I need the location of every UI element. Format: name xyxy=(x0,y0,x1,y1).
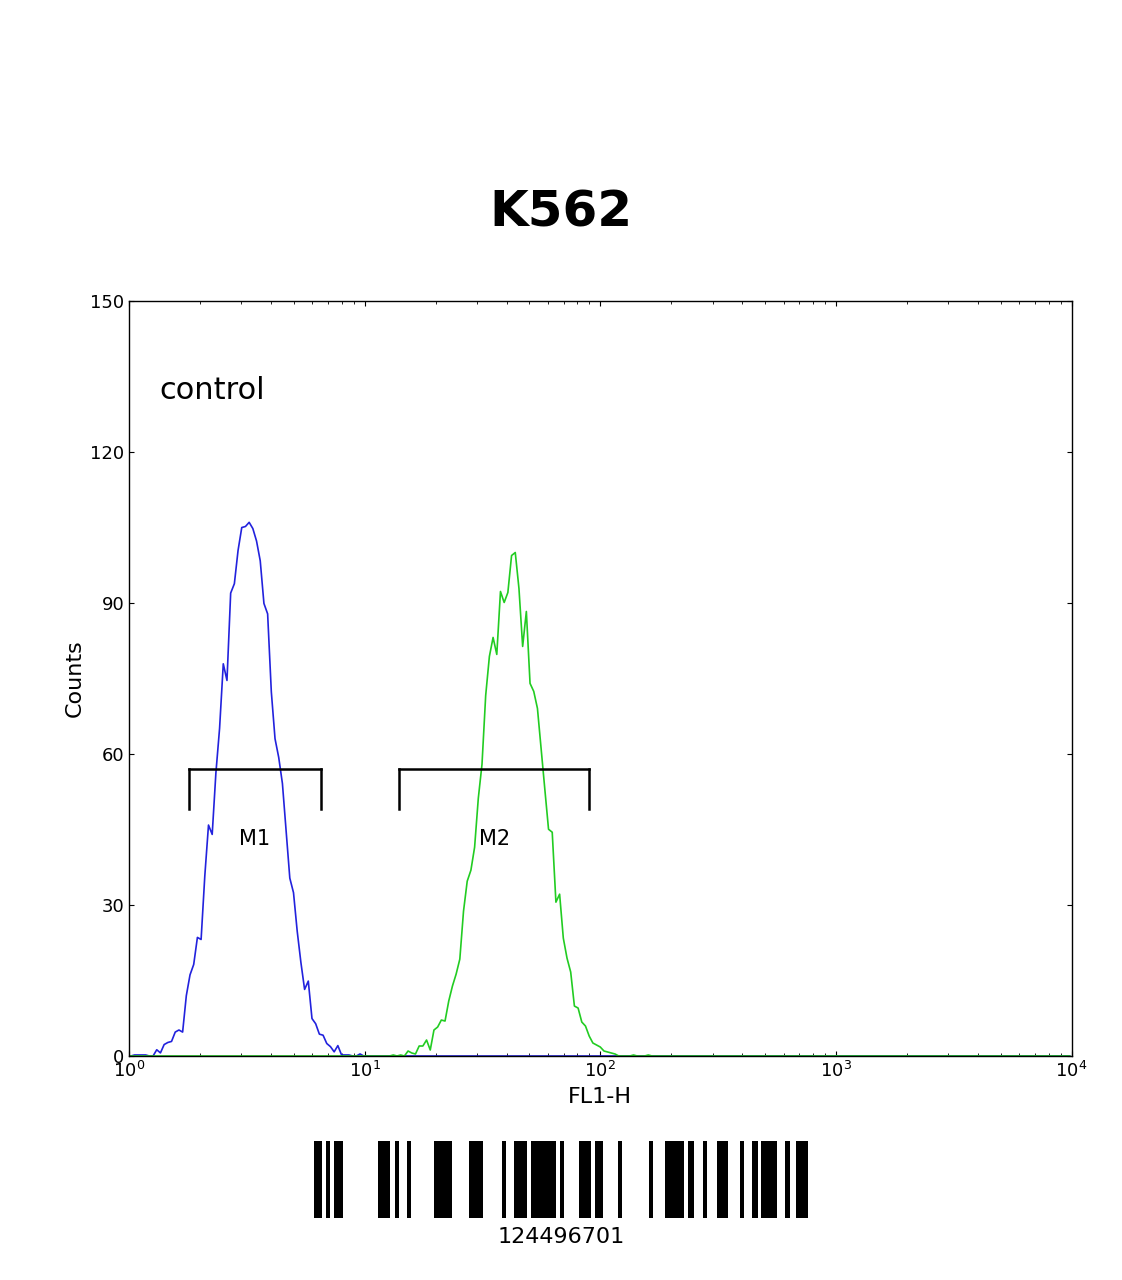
Bar xyxy=(444,1140,448,1217)
Bar xyxy=(523,1140,527,1217)
Bar xyxy=(717,1140,720,1217)
Bar xyxy=(438,1140,444,1217)
Bar xyxy=(386,1140,389,1217)
Bar xyxy=(784,1140,790,1217)
Text: M1: M1 xyxy=(239,829,270,850)
Bar xyxy=(502,1140,506,1217)
Bar xyxy=(560,1140,564,1217)
Bar xyxy=(325,1140,330,1217)
Bar xyxy=(618,1140,622,1217)
Bar xyxy=(650,1140,653,1217)
Bar xyxy=(664,1140,669,1217)
Bar xyxy=(434,1140,438,1217)
X-axis label: FL1-H: FL1-H xyxy=(568,1087,633,1106)
Text: control: control xyxy=(159,376,266,406)
Bar xyxy=(378,1140,386,1217)
Bar xyxy=(338,1140,343,1217)
Bar xyxy=(579,1140,583,1217)
Bar xyxy=(448,1140,452,1217)
Bar xyxy=(741,1140,744,1217)
Bar xyxy=(669,1140,674,1217)
Bar xyxy=(678,1140,684,1217)
Bar xyxy=(395,1140,399,1217)
Bar xyxy=(752,1140,757,1217)
Bar xyxy=(703,1140,707,1217)
Bar xyxy=(469,1140,475,1217)
Y-axis label: Counts: Counts xyxy=(64,640,84,717)
Bar xyxy=(514,1140,519,1217)
Bar xyxy=(333,1140,338,1217)
Bar xyxy=(599,1140,603,1217)
Bar xyxy=(797,1140,808,1217)
Text: M2: M2 xyxy=(479,829,509,850)
Bar xyxy=(688,1140,693,1217)
Bar xyxy=(519,1140,523,1217)
Bar xyxy=(407,1140,411,1217)
Text: 124496701: 124496701 xyxy=(497,1228,625,1247)
Bar xyxy=(475,1140,479,1217)
Text: K562: K562 xyxy=(489,189,633,237)
Bar xyxy=(531,1140,543,1217)
Bar xyxy=(479,1140,482,1217)
Bar xyxy=(543,1140,549,1217)
Bar xyxy=(314,1140,322,1217)
Bar xyxy=(765,1140,769,1217)
Bar xyxy=(674,1140,678,1217)
Bar xyxy=(720,1140,728,1217)
Bar xyxy=(595,1140,599,1217)
Bar xyxy=(583,1140,591,1217)
Bar xyxy=(762,1140,765,1217)
Bar xyxy=(549,1140,557,1217)
Bar xyxy=(769,1140,776,1217)
